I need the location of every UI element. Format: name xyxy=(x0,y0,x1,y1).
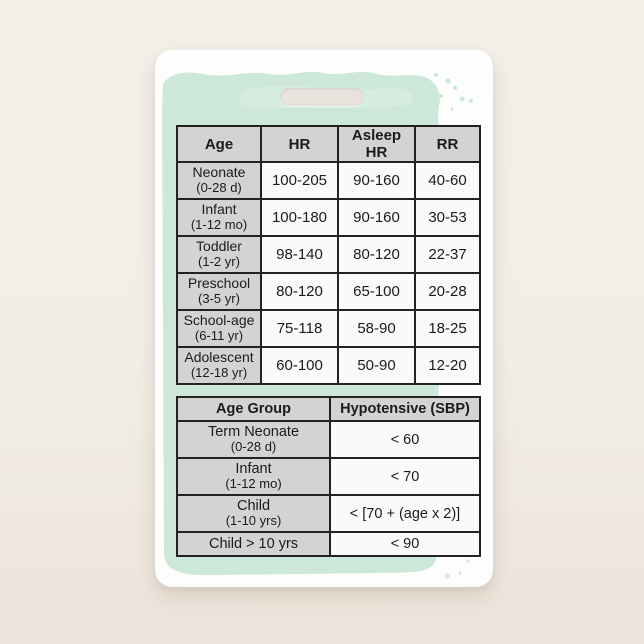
age-detail: (3-5 yr) xyxy=(198,291,240,307)
table-row: Child (1-10 yrs) < [70 + (age x 2)] xyxy=(176,494,481,533)
age-label: Toddler xyxy=(196,238,242,255)
hr-cell: 100-180 xyxy=(260,198,339,237)
age-group-detail: (1-10 yrs) xyxy=(225,513,282,529)
hr-cell: 60-100 xyxy=(260,346,339,385)
vitals-table: Age HR Asleep HR RR Neonate (0-28 d) 100… xyxy=(176,125,481,385)
table-row: School-age (6-11 yr) 75-118 58-90 18-25 xyxy=(176,309,481,348)
asleep-hr-cell: 80-120 xyxy=(337,235,416,274)
asleep-hr-cell: 90-160 xyxy=(337,198,416,237)
table-row: Child > 10 yrs < 90 xyxy=(176,531,481,557)
hypotension-header-age-group: Age Group xyxy=(176,396,331,422)
table-row: Term Neonate (0-28 d) < 60 xyxy=(176,420,481,459)
asleep-hr-cell: 65-100 xyxy=(337,272,416,311)
age-label: Neonate xyxy=(192,164,246,181)
asleep-hr-cell: 58-90 xyxy=(337,309,416,348)
age-detail: (12-18 yr) xyxy=(190,365,248,381)
hypotension-header-sbp: Hypotensive (SBP) xyxy=(329,396,481,422)
age-detail: (1-2 yr) xyxy=(198,254,240,270)
asleep-hr-cell: 90-160 xyxy=(337,161,416,200)
hr-cell: 100-205 xyxy=(260,161,339,200)
sbp-cell: < [70 + (age x 2)] xyxy=(329,494,481,533)
sbp-cell: < 70 xyxy=(329,457,481,496)
age-group-label: Term Neonate xyxy=(207,424,300,441)
table-row: Infant (1-12 mo) < 70 xyxy=(176,457,481,496)
hypotension-table: Age Group Hypotensive (SBP) Term Neonate… xyxy=(176,396,481,557)
reference-badge-card: Age HR Asleep HR RR Neonate (0-28 d) 100… xyxy=(155,50,493,587)
age-label: Preschool xyxy=(187,275,251,292)
age-group-label: Child xyxy=(236,498,271,515)
age-detail: (1-12 mo) xyxy=(190,217,248,233)
vitals-header-age: Age xyxy=(176,125,262,163)
age-cell: Toddler (1-2 yr) xyxy=(176,235,262,274)
rr-cell: 40-60 xyxy=(414,161,481,200)
age-group-cell: Child > 10 yrs xyxy=(176,531,331,557)
vitals-header-row: Age HR Asleep HR RR xyxy=(176,125,481,163)
age-group-detail: (0-28 d) xyxy=(230,439,277,455)
age-detail: (0-28 d) xyxy=(196,180,242,196)
asleep-hr-cell: 50-90 xyxy=(337,346,416,385)
rr-cell: 12-20 xyxy=(414,346,481,385)
age-cell: Adolescent (12-18 yr) xyxy=(176,346,262,385)
table-row: Adolescent (12-18 yr) 60-100 50-90 12-20 xyxy=(176,346,481,385)
rr-cell: 30-53 xyxy=(414,198,481,237)
vitals-header-hr: HR xyxy=(260,125,339,163)
age-group-label: Infant xyxy=(235,461,272,478)
age-group-detail: (1-12 mo) xyxy=(225,476,282,492)
age-cell: School-age (6-11 yr) xyxy=(176,309,262,348)
age-label: Infant xyxy=(201,201,237,218)
age-label: School-age xyxy=(183,312,255,329)
table-row: Neonate (0-28 d) 100-205 90-160 40-60 xyxy=(176,161,481,200)
age-cell: Infant (1-12 mo) xyxy=(176,198,262,237)
table-row: Toddler (1-2 yr) 98-140 80-120 22-37 xyxy=(176,235,481,274)
age-label: Adolescent xyxy=(184,349,254,366)
hypotension-header-row: Age Group Hypotensive (SBP) xyxy=(176,396,481,422)
age-group-cell: Child (1-10 yrs) xyxy=(176,494,331,533)
age-group-cell: Term Neonate (0-28 d) xyxy=(176,420,331,459)
rr-cell: 22-37 xyxy=(414,235,481,274)
hr-cell: 98-140 xyxy=(260,235,339,274)
age-cell: Neonate (0-28 d) xyxy=(176,161,262,200)
vitals-header-rr: RR xyxy=(414,125,481,163)
age-group-cell: Infant (1-12 mo) xyxy=(176,457,331,496)
age-group-label: Child > 10 yrs xyxy=(208,535,299,552)
rr-cell: 20-28 xyxy=(414,272,481,311)
age-detail: (6-11 yr) xyxy=(194,328,244,344)
badge-slot-hole xyxy=(280,88,364,106)
hr-cell: 80-120 xyxy=(260,272,339,311)
table-row: Preschool (3-5 yr) 80-120 65-100 20-28 xyxy=(176,272,481,311)
sbp-cell: < 90 xyxy=(329,531,481,557)
rr-cell: 18-25 xyxy=(414,309,481,348)
age-cell: Preschool (3-5 yr) xyxy=(176,272,262,311)
table-row: Infant (1-12 mo) 100-180 90-160 30-53 xyxy=(176,198,481,237)
hr-cell: 75-118 xyxy=(260,309,339,348)
vitals-header-asleep-hr: Asleep HR xyxy=(337,125,416,163)
sbp-cell: < 60 xyxy=(329,420,481,459)
